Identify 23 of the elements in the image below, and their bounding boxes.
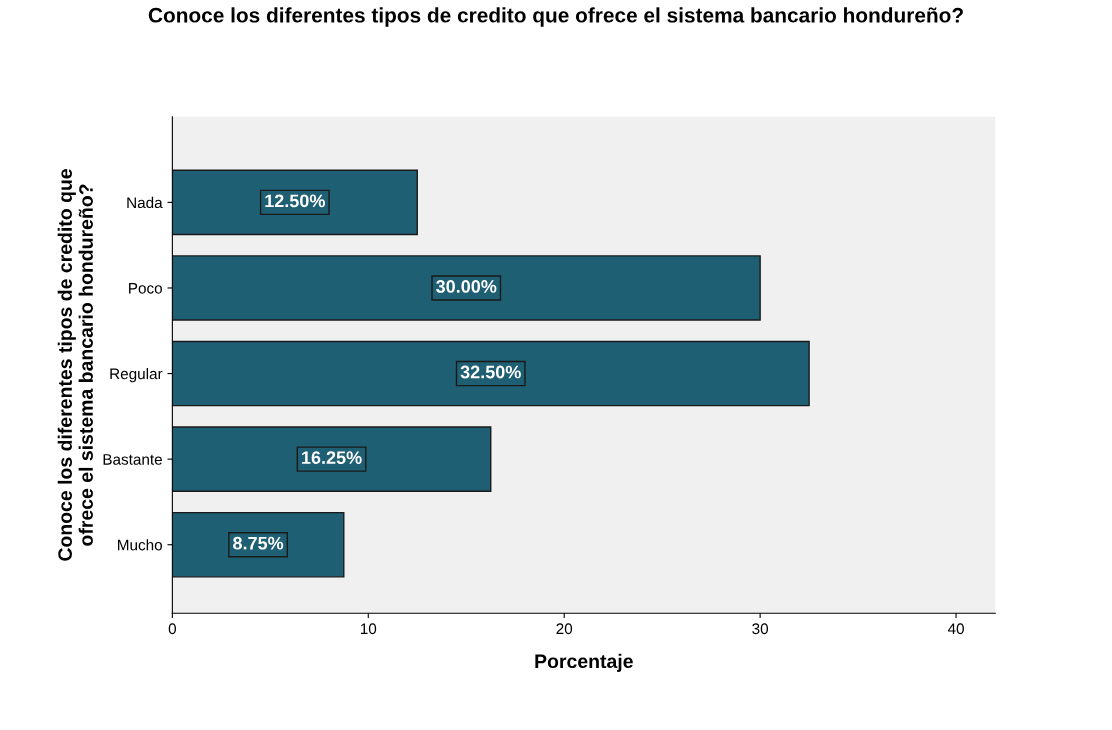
y-tick-label: Poco xyxy=(129,283,162,294)
chart-title: Conoce los diferentes tipos de credito que ofrece el sistema bancario hondureño? xyxy=(148,7,963,27)
data-label: 8.75% xyxy=(233,536,284,550)
y-axis-title: Conoce los diferentes tipos de credito que ofrece el sistema bancario hondureño? xyxy=(57,169,93,561)
data-label: 16.25% xyxy=(302,451,362,464)
x-tick-label: 30 xyxy=(752,623,769,635)
bar xyxy=(172,340,810,407)
bar xyxy=(172,255,761,321)
x-tick-label: 40 xyxy=(947,623,964,635)
y-tick-label: Nada xyxy=(127,196,163,209)
y-tick-label: Bastante xyxy=(103,454,162,465)
bar xyxy=(172,426,492,492)
bar xyxy=(172,169,418,236)
y-tick-label: Mucho xyxy=(118,539,162,551)
y-tick-label: Regular xyxy=(110,368,163,383)
x-tick-label: 10 xyxy=(360,623,377,635)
x-axis-title: Porcentaje xyxy=(535,653,633,672)
data-label: 30.00% xyxy=(436,280,497,293)
data-label: 32.50% xyxy=(460,365,521,379)
x-tick-label: 20 xyxy=(556,623,573,635)
data-label: 12.50% xyxy=(265,194,325,208)
bar xyxy=(172,511,345,578)
x-tick-label: 0 xyxy=(168,623,177,635)
